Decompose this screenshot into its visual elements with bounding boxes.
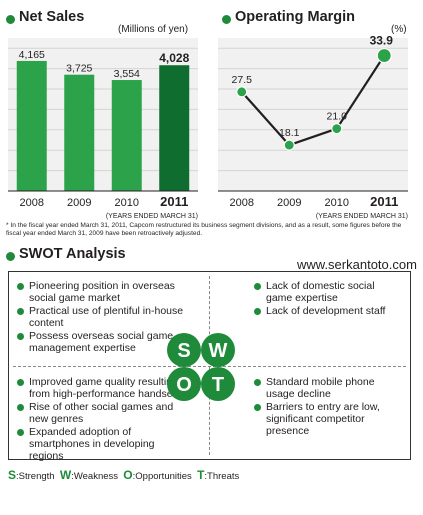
weaknesses-list: Lack of domestic social game expertise La… — [254, 280, 394, 318]
operating-margin-chart: 27.5 2008 18.1 2009 21.0 2010 33.9 2011 (YEARS E… — [218, 36, 408, 220]
point-2009 — [283, 139, 295, 151]
data-label-2009: 18.1 — [279, 127, 300, 139]
strength-circle — [167, 333, 201, 367]
operating-margin-title: Operating Margin — [235, 9, 356, 25]
letter-s: S — [177, 340, 190, 362]
opportunity-item: Improved game quality resulting from hig… — [17, 376, 187, 400]
threat-item: Barriers to entry are low, significant c… — [254, 401, 399, 437]
letter-o: O — [176, 374, 192, 396]
data-label-2010: 3,554 — [114, 68, 140, 80]
swot-letters: S W O T — [167, 333, 235, 401]
point-2011 — [376, 47, 392, 64]
weakness-item: Lack of development staff — [254, 305, 394, 317]
swot-box: Pioneering position in overseas social g… — [8, 271, 411, 463]
footnote: * In the fiscal year ended March 31, 201… — [6, 222, 402, 237]
x-tick-2008: 2008 — [20, 197, 44, 209]
opportunity-item: Rise of other social games and new genre… — [17, 401, 187, 425]
threat-circle — [201, 367, 235, 401]
x-tick-2011: 2011 — [160, 194, 188, 209]
margin-series-line — [240, 54, 386, 147]
swot-horizontal-divider — [13, 366, 406, 367]
legend-item-threats: T:Threats — [197, 468, 240, 482]
opportunity-item: Expanded adoption of smartphones in deve… — [17, 426, 187, 462]
weakness-item: Lack of domestic social game expertise — [254, 280, 394, 304]
opportunities-list: Improved game quality resulting from hig… — [17, 376, 187, 463]
x-tick-2010: 2010 — [115, 197, 139, 209]
threat-item: Standard mobile phone usage decline — [254, 376, 399, 400]
x-axis-label: (YEARS ENDED MARCH 31) — [316, 213, 408, 220]
data-label-2008: 4,165 — [19, 49, 45, 61]
data-label-2011: 33.9 — [370, 36, 394, 48]
strength-item: Possess overseas social game management … — [17, 330, 185, 354]
swot-legend: S:Strength W:Weakness O:Opportunities T:… — [8, 468, 239, 482]
strength-item: Pioneering position in overseas social g… — [17, 280, 185, 304]
data-label-2008: 27.5 — [232, 74, 253, 86]
operating-margin-bullet-icon — [222, 15, 231, 24]
source-url: www.serkantoto.com — [297, 257, 417, 272]
strengths-list: Pioneering position in overseas social g… — [17, 280, 185, 355]
data-label-2009: 3,725 — [66, 63, 92, 75]
net-sales-chart: 4,165 2008 3,725 2009 3,554 2010 4,028 2011 (YEA… — [8, 38, 198, 220]
operating-margin-unit: (%) — [391, 24, 407, 35]
x-tick-2009: 2009 — [67, 197, 91, 209]
weakness-circle — [201, 333, 235, 367]
opportunity-circle — [167, 367, 201, 401]
bar-2010 — [111, 80, 142, 191]
plot-background — [218, 38, 408, 191]
legend-item-strength: S:Strength — [8, 468, 55, 482]
bar-2009 — [64, 74, 95, 191]
point-2010 — [331, 123, 343, 135]
point-2008 — [236, 86, 248, 98]
data-label-2011: 4,028 — [159, 51, 189, 65]
swot-vertical-divider — [209, 276, 210, 455]
x-tick-2011: 2011 — [370, 194, 398, 209]
x-axis-label: (YEARS ENDED MARCH 31) — [106, 213, 198, 220]
net-sales-unit: (Millions of yen) — [118, 24, 189, 35]
bar-2008 — [16, 60, 47, 192]
swot-bullet-icon — [6, 252, 15, 261]
bar-2011 — [159, 65, 190, 191]
x-tick-2010: 2010 — [325, 197, 349, 209]
letter-t: T — [212, 374, 224, 396]
x-tick-2009: 2009 — [277, 197, 301, 209]
swot-title: SWOT Analysis — [19, 246, 126, 262]
net-sales-title: Net Sales — [19, 9, 85, 25]
legend-item-opportunities: O:Opportunities — [123, 468, 192, 482]
data-label-2010: 21.0 — [327, 111, 348, 123]
strength-item: Practical use of plentiful in-house cont… — [17, 305, 185, 329]
letter-w: W — [209, 340, 228, 362]
threats-list: Standard mobile phone usage decline Barri… — [254, 376, 399, 438]
net-sales-bullet-icon — [6, 15, 15, 24]
legend-item-weakness: W:Weakness — [59, 468, 119, 482]
x-tick-2008: 2008 — [230, 197, 254, 209]
